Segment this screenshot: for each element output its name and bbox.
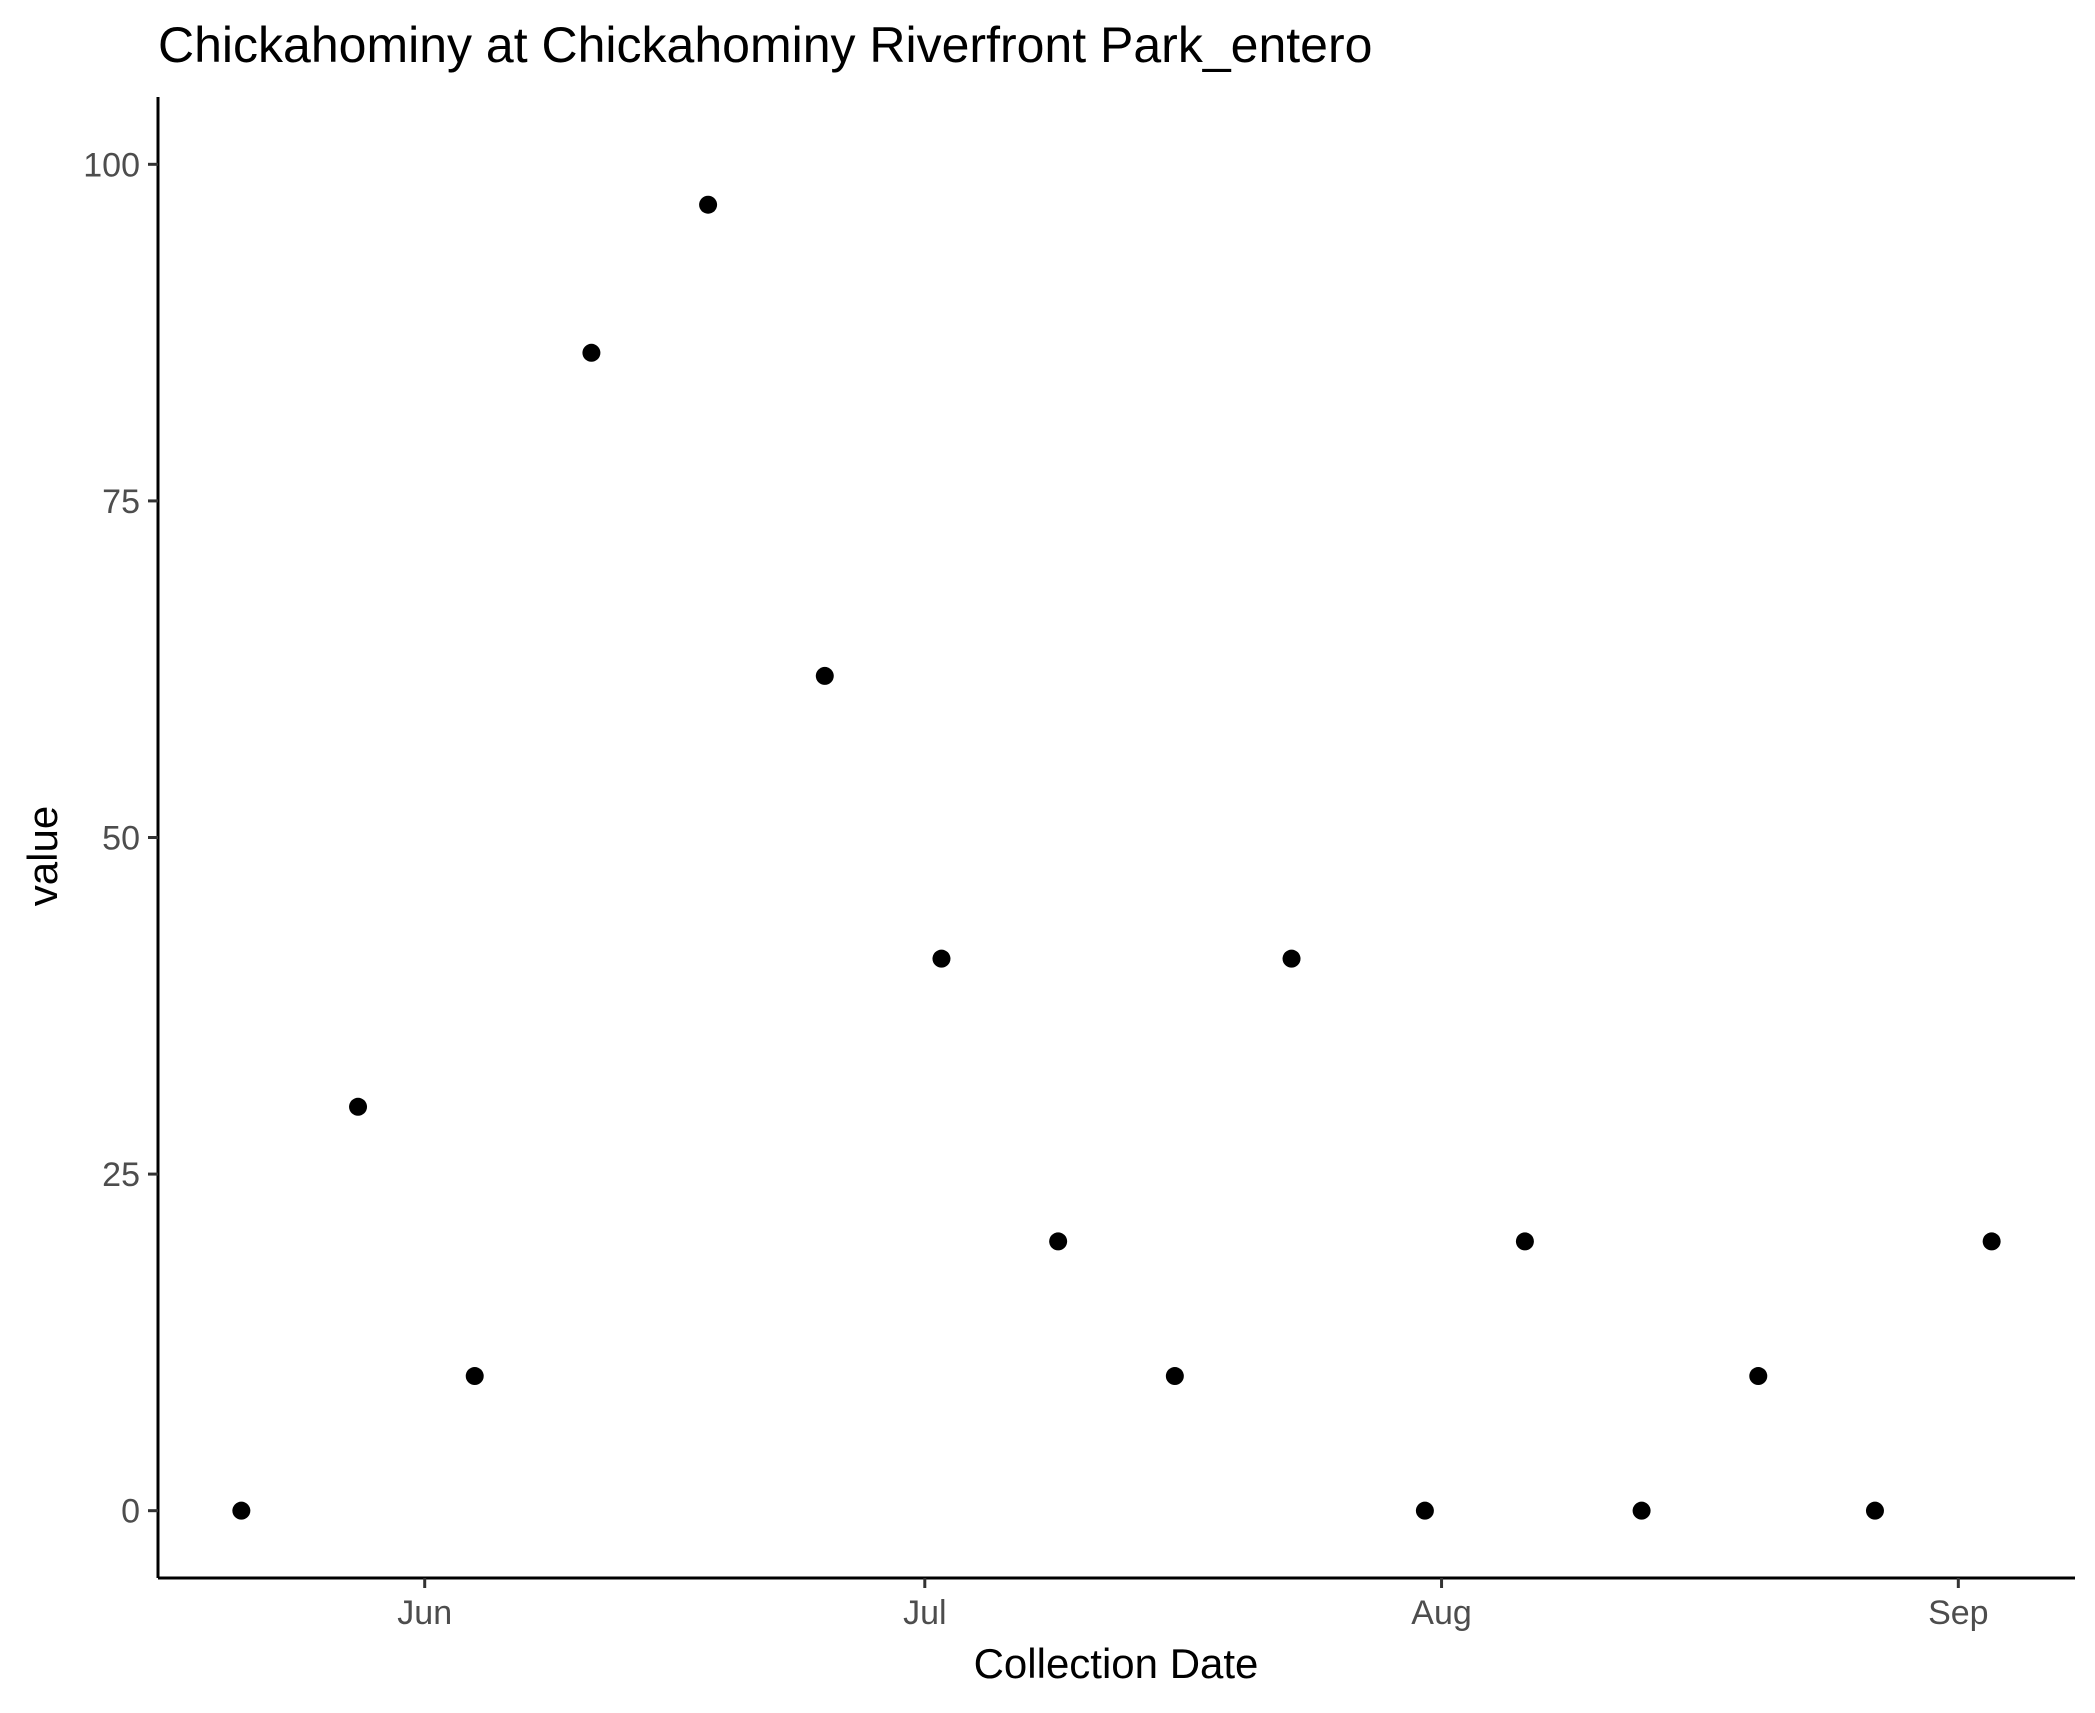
data-point (1165, 1367, 1184, 1386)
data-point (1049, 1232, 1068, 1251)
x-tick-label: Jun (397, 1594, 452, 1632)
axes-group: 0 25 50 75 100 Jun Jul Aug Sep (83, 97, 2075, 1632)
data-point (1415, 1501, 1434, 1520)
data-point (1632, 1501, 1651, 1520)
data-point (1282, 949, 1301, 968)
data-point (465, 1367, 484, 1386)
chart-title: Chickahominy at Chickahominy Riverfront … (158, 17, 1372, 73)
x-tick-label: Jul (903, 1594, 946, 1632)
y-tick-label: 0 (121, 1493, 140, 1531)
data-point (1982, 1232, 2001, 1251)
y-tick-label: 75 (102, 483, 140, 521)
data-point (1865, 1501, 1884, 1520)
data-point (699, 195, 718, 214)
data-point (582, 343, 601, 362)
data-point (1749, 1367, 1768, 1386)
data-point (232, 1501, 251, 1520)
y-tick-label: 25 (102, 1156, 140, 1194)
x-axis-title: Collection Date (974, 1640, 1259, 1687)
data-point (815, 666, 834, 685)
points-group (232, 195, 2001, 1520)
x-tick-label: Sep (1928, 1594, 1989, 1632)
data-point (932, 949, 951, 968)
data-point (349, 1097, 368, 1116)
y-tick-label: 50 (102, 820, 140, 858)
x-tick-label: Aug (1411, 1594, 1472, 1632)
data-point (1515, 1232, 1534, 1251)
y-tick-label: 100 (83, 146, 140, 184)
y-axis-title: value (19, 806, 66, 906)
